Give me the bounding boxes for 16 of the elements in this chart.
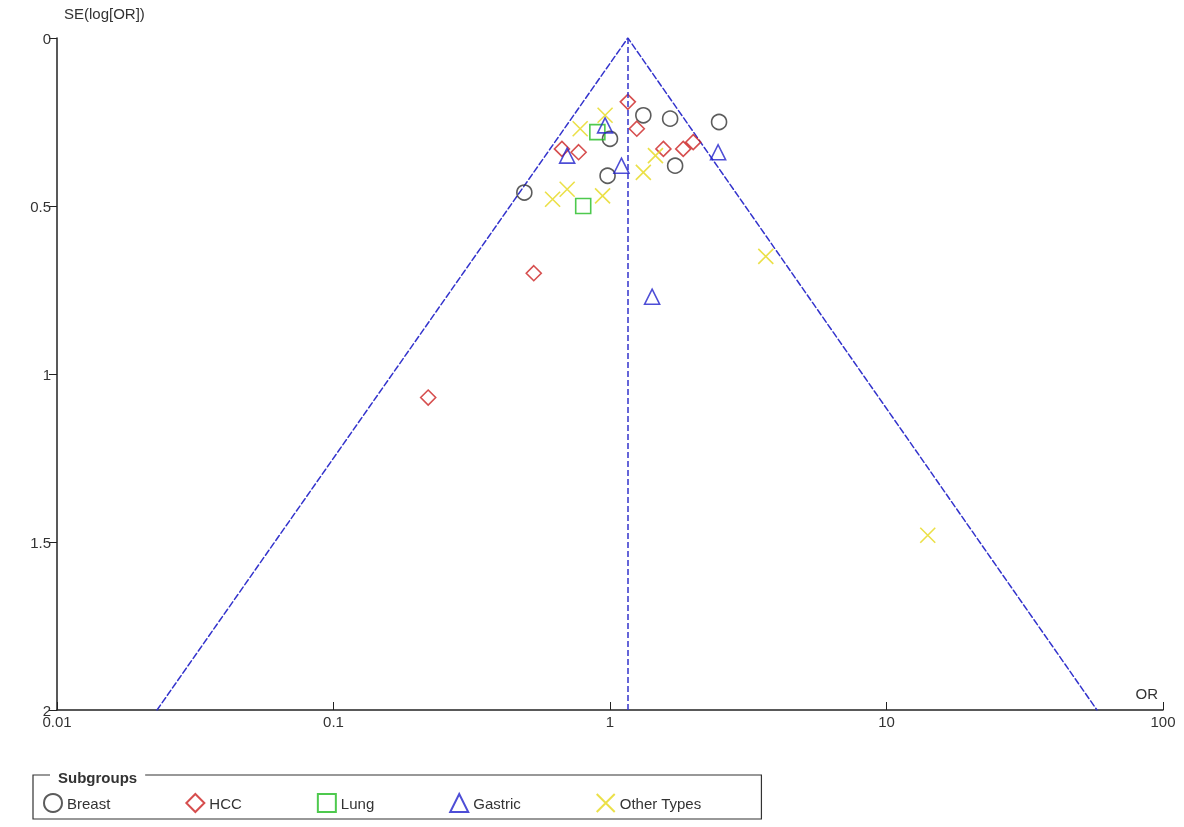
- y-tick-label: 1: [42, 365, 51, 383]
- y-tick-label: 0: [42, 29, 51, 47]
- legend-label: Gastric: [473, 794, 522, 812]
- legend-label: Other Types: [619, 794, 702, 812]
- y-tick-label: 1.5: [30, 533, 51, 551]
- legend-label: Breast: [67, 794, 112, 812]
- legend-title: Subgroups: [58, 769, 138, 786]
- y-tick-label: 0.5: [30, 197, 51, 215]
- y-axis-title: SE(log[OR]): [64, 5, 145, 22]
- x-tick-label: 100: [1150, 713, 1176, 730]
- x-tick-label: 1: [605, 713, 615, 730]
- legend-label: Lung: [340, 794, 375, 812]
- legend-label: HCC: [209, 794, 243, 812]
- x-tick-label: 10: [878, 713, 895, 730]
- x-axis-title: OR: [1135, 685, 1159, 702]
- x-tick-label: 0.1: [323, 713, 344, 730]
